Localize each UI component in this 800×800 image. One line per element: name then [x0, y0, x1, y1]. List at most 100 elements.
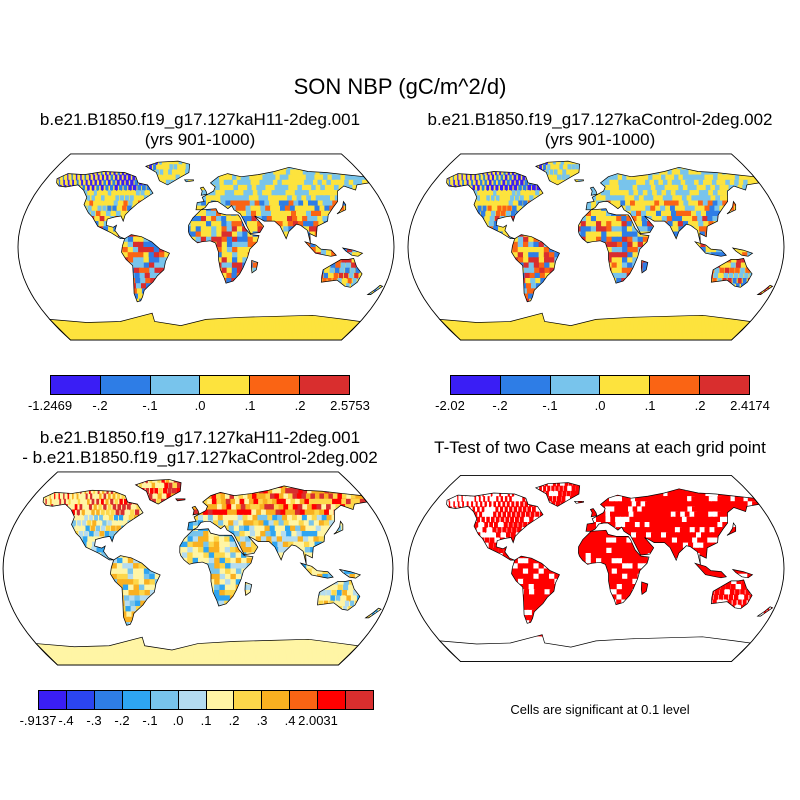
colorbar-tick-label: -.1	[142, 713, 158, 728]
coastline-newguinea	[731, 568, 754, 579]
colorbar-tick-label: .0	[594, 398, 606, 413]
colorbar-swatch	[150, 376, 201, 394]
colorbar-swatch	[250, 376, 301, 394]
coastline-australia	[710, 579, 753, 610]
coastline-indonesia	[304, 241, 338, 257]
colorbar-tick-label: .1	[200, 713, 212, 728]
map-panel-difference	[2, 471, 394, 666]
coastline-australia	[710, 258, 753, 288]
panel-2-title: b.e21.B1850.f19_g17.127kaControl-2deg.00…	[400, 110, 800, 150]
coastline-africa	[188, 208, 260, 284]
coastline-eurasia	[187, 485, 368, 565]
panel-2-title-line2: (yrs 901-1000)	[544, 130, 656, 149]
colorbar-h11: -1.2469 -.2 -.1 .0 .1 .2 2.5753	[28, 375, 370, 413]
coastline-australia	[320, 258, 363, 288]
colorbar-tick-label: -1.2469	[27, 398, 73, 413]
coastline-eurasia	[585, 488, 760, 565]
coastline-southAmerica	[110, 555, 161, 626]
colorbar-tick-label: 2.0031	[298, 713, 338, 728]
colorbar-swatch	[150, 691, 179, 709]
coastline-newzealand	[364, 607, 382, 619]
coastline-africa	[578, 208, 650, 284]
coastline-newguinea	[338, 568, 362, 579]
colorbar-tick-label: -2.02	[435, 398, 465, 413]
panel-2-title-line1: b.e21.B1850.f19_g17.127kaControl-2deg.00…	[427, 110, 773, 129]
coastline-madagascar	[244, 581, 253, 597]
colorbar-swatch	[550, 376, 601, 394]
coastline-indonesia	[694, 562, 728, 579]
coastline-southAmerica	[121, 234, 170, 303]
coastline-greenland	[134, 479, 182, 505]
colorbar-tick-label: 2.4174	[730, 398, 770, 413]
colorbar-swatch	[600, 376, 651, 394]
coastline-africa	[578, 529, 650, 606]
data-cells	[49, 161, 383, 341]
map-border	[407, 153, 785, 341]
colorbar-swatch	[318, 691, 347, 709]
coastline-newguinea	[341, 247, 364, 257]
colorbar-tick-label: -.1	[142, 398, 158, 413]
coastline-newzealand	[756, 284, 774, 295]
coastline-japan	[336, 200, 347, 215]
colorbar-swatch	[262, 691, 291, 709]
colorbar-swatch	[100, 376, 151, 394]
colorbar-swatch	[650, 376, 701, 394]
colorbar-tick-label: .1	[644, 398, 656, 413]
coastline-southAmerica	[511, 555, 560, 624]
colorbar-tick-label: .3	[256, 713, 268, 728]
colorbar-swatch	[234, 691, 263, 709]
colorbar-tick-label: -.9137	[19, 713, 57, 728]
coastline-japan	[333, 520, 344, 535]
colorbar-swatch	[200, 376, 251, 394]
coastline-iceland	[183, 179, 194, 183]
panel-4-title: T-Test of two Case means at each grid po…	[400, 438, 800, 458]
colorbar-swatch	[290, 691, 319, 709]
colorbar-tick-label: .2	[228, 713, 240, 728]
colorbar-swatch	[451, 376, 501, 394]
coastline-japan	[726, 522, 737, 536]
colorbar-swatch	[346, 691, 374, 709]
colorbar-tick-label: .2	[694, 398, 706, 413]
map-panel-ttest	[407, 474, 785, 663]
colorbar-tick-label: -.4	[58, 713, 74, 728]
coastline-indonesia	[694, 241, 728, 257]
colorbar-difference: -.9137 -.4 -.3 -.2 -.1 .0 .1 .2 .3 .4 2.0031	[20, 690, 374, 728]
coastline-northAmerica	[446, 492, 544, 561]
panel-1-title-line1: b.e21.B1850.f19_g17.127kaH11-2deg.001	[39, 110, 361, 129]
colorbar-swatch	[39, 691, 67, 709]
colorbar-swatch	[122, 691, 151, 709]
colorbar-tick-label: -.3	[86, 713, 102, 728]
coastline-uk	[199, 186, 208, 196]
data-cells	[439, 482, 773, 662]
colorbar-swatch	[66, 691, 95, 709]
data-cells	[36, 479, 382, 666]
data-cells	[439, 161, 773, 341]
colorbar-tick-label: -.2	[114, 713, 130, 728]
colorbar-control: -2.02 -.2 -.1 .0 .1 .2 2.4174	[435, 375, 770, 413]
panel-3-title-line2: - b.e21.B1850.f19_g17.127kaControl-2deg.…	[22, 448, 378, 467]
main-title: SON NBP (gC/m^2/d)	[293, 74, 507, 99]
colorbar-tick-label: .4	[284, 713, 296, 728]
colorbar-swatch	[94, 691, 123, 709]
coastline-uk	[191, 505, 200, 516]
coastline-iceland	[573, 179, 584, 183]
colorbar-swatch	[500, 376, 551, 394]
colorbar-swatch	[300, 376, 349, 394]
panel-3-title: b.e21.B1850.f19_g17.127kaH11-2deg.001 - …	[0, 428, 400, 468]
coastline-newzealand	[366, 284, 384, 295]
colorbar-swatch	[178, 691, 207, 709]
coastline-madagascar	[640, 581, 649, 596]
coastline-iceland	[573, 500, 584, 504]
colorbar-tick-label: -.1	[542, 398, 558, 413]
coastline-newzealand	[756, 606, 774, 617]
colorbar-tick-label: -.2	[492, 398, 508, 413]
panel-4-title-line1: T-Test of two Case means at each grid po…	[434, 438, 766, 457]
panel-3-title-line1: b.e21.B1850.f19_g17.127kaH11-2deg.001	[39, 428, 361, 447]
coastline-iceland	[175, 498, 186, 502]
coastline-southAmerica	[511, 234, 560, 303]
panel-1-title: b.e21.B1850.f19_g17.127kaH11-2deg.001 (y…	[0, 110, 400, 150]
colorbar-tick-label: .0	[172, 713, 184, 728]
coastline-newguinea	[731, 247, 754, 257]
coastline-northAmerica	[446, 171, 544, 240]
coastline-africa	[179, 528, 254, 607]
